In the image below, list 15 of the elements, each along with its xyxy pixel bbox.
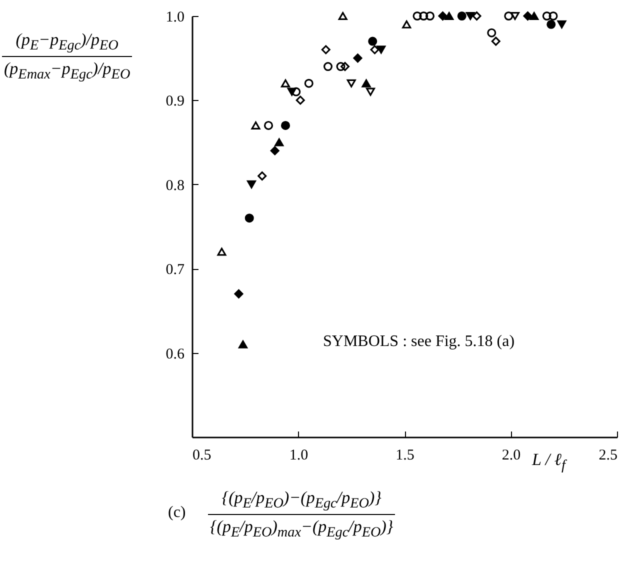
x-tick-label: 1.5	[396, 448, 414, 464]
x-tick-label: 1.0	[289, 448, 308, 464]
y-tick-label: 0.9	[166, 94, 184, 110]
y-tick-label: 0.7	[166, 262, 185, 278]
annotation: SYMBOLS : see Fig. 5.18 (a)	[323, 333, 515, 351]
y-tick-label: 0.8	[166, 178, 184, 194]
x-tick-label: 2.5	[598, 448, 618, 464]
x-tick-label: 2.0	[502, 448, 521, 464]
text: (c)	[168, 504, 186, 522]
x-tick-label: 0.5	[192, 448, 212, 464]
y-tick-label: 1.0	[166, 10, 184, 26]
x-axis-title: L / ℓ$_{f}$	[532, 450, 566, 474]
text: {(p$_{E}$/p$_{EO}$)−(p$_{Egc}$/p$_{EO}$)} {(p$_{E}$/p$_{EO}$)$_{max}$−(p$_{Egc}$/p$_{EO}$)}	[210, 488, 394, 541]
text: (p$_{E}$−p$_{Egc}$)/p$_{EO}$ (p$_{Emax}$−p$_{Egc}$)/p$_{EO}$	[4, 30, 130, 83]
y-tick-label: 0.6	[166, 346, 185, 362]
